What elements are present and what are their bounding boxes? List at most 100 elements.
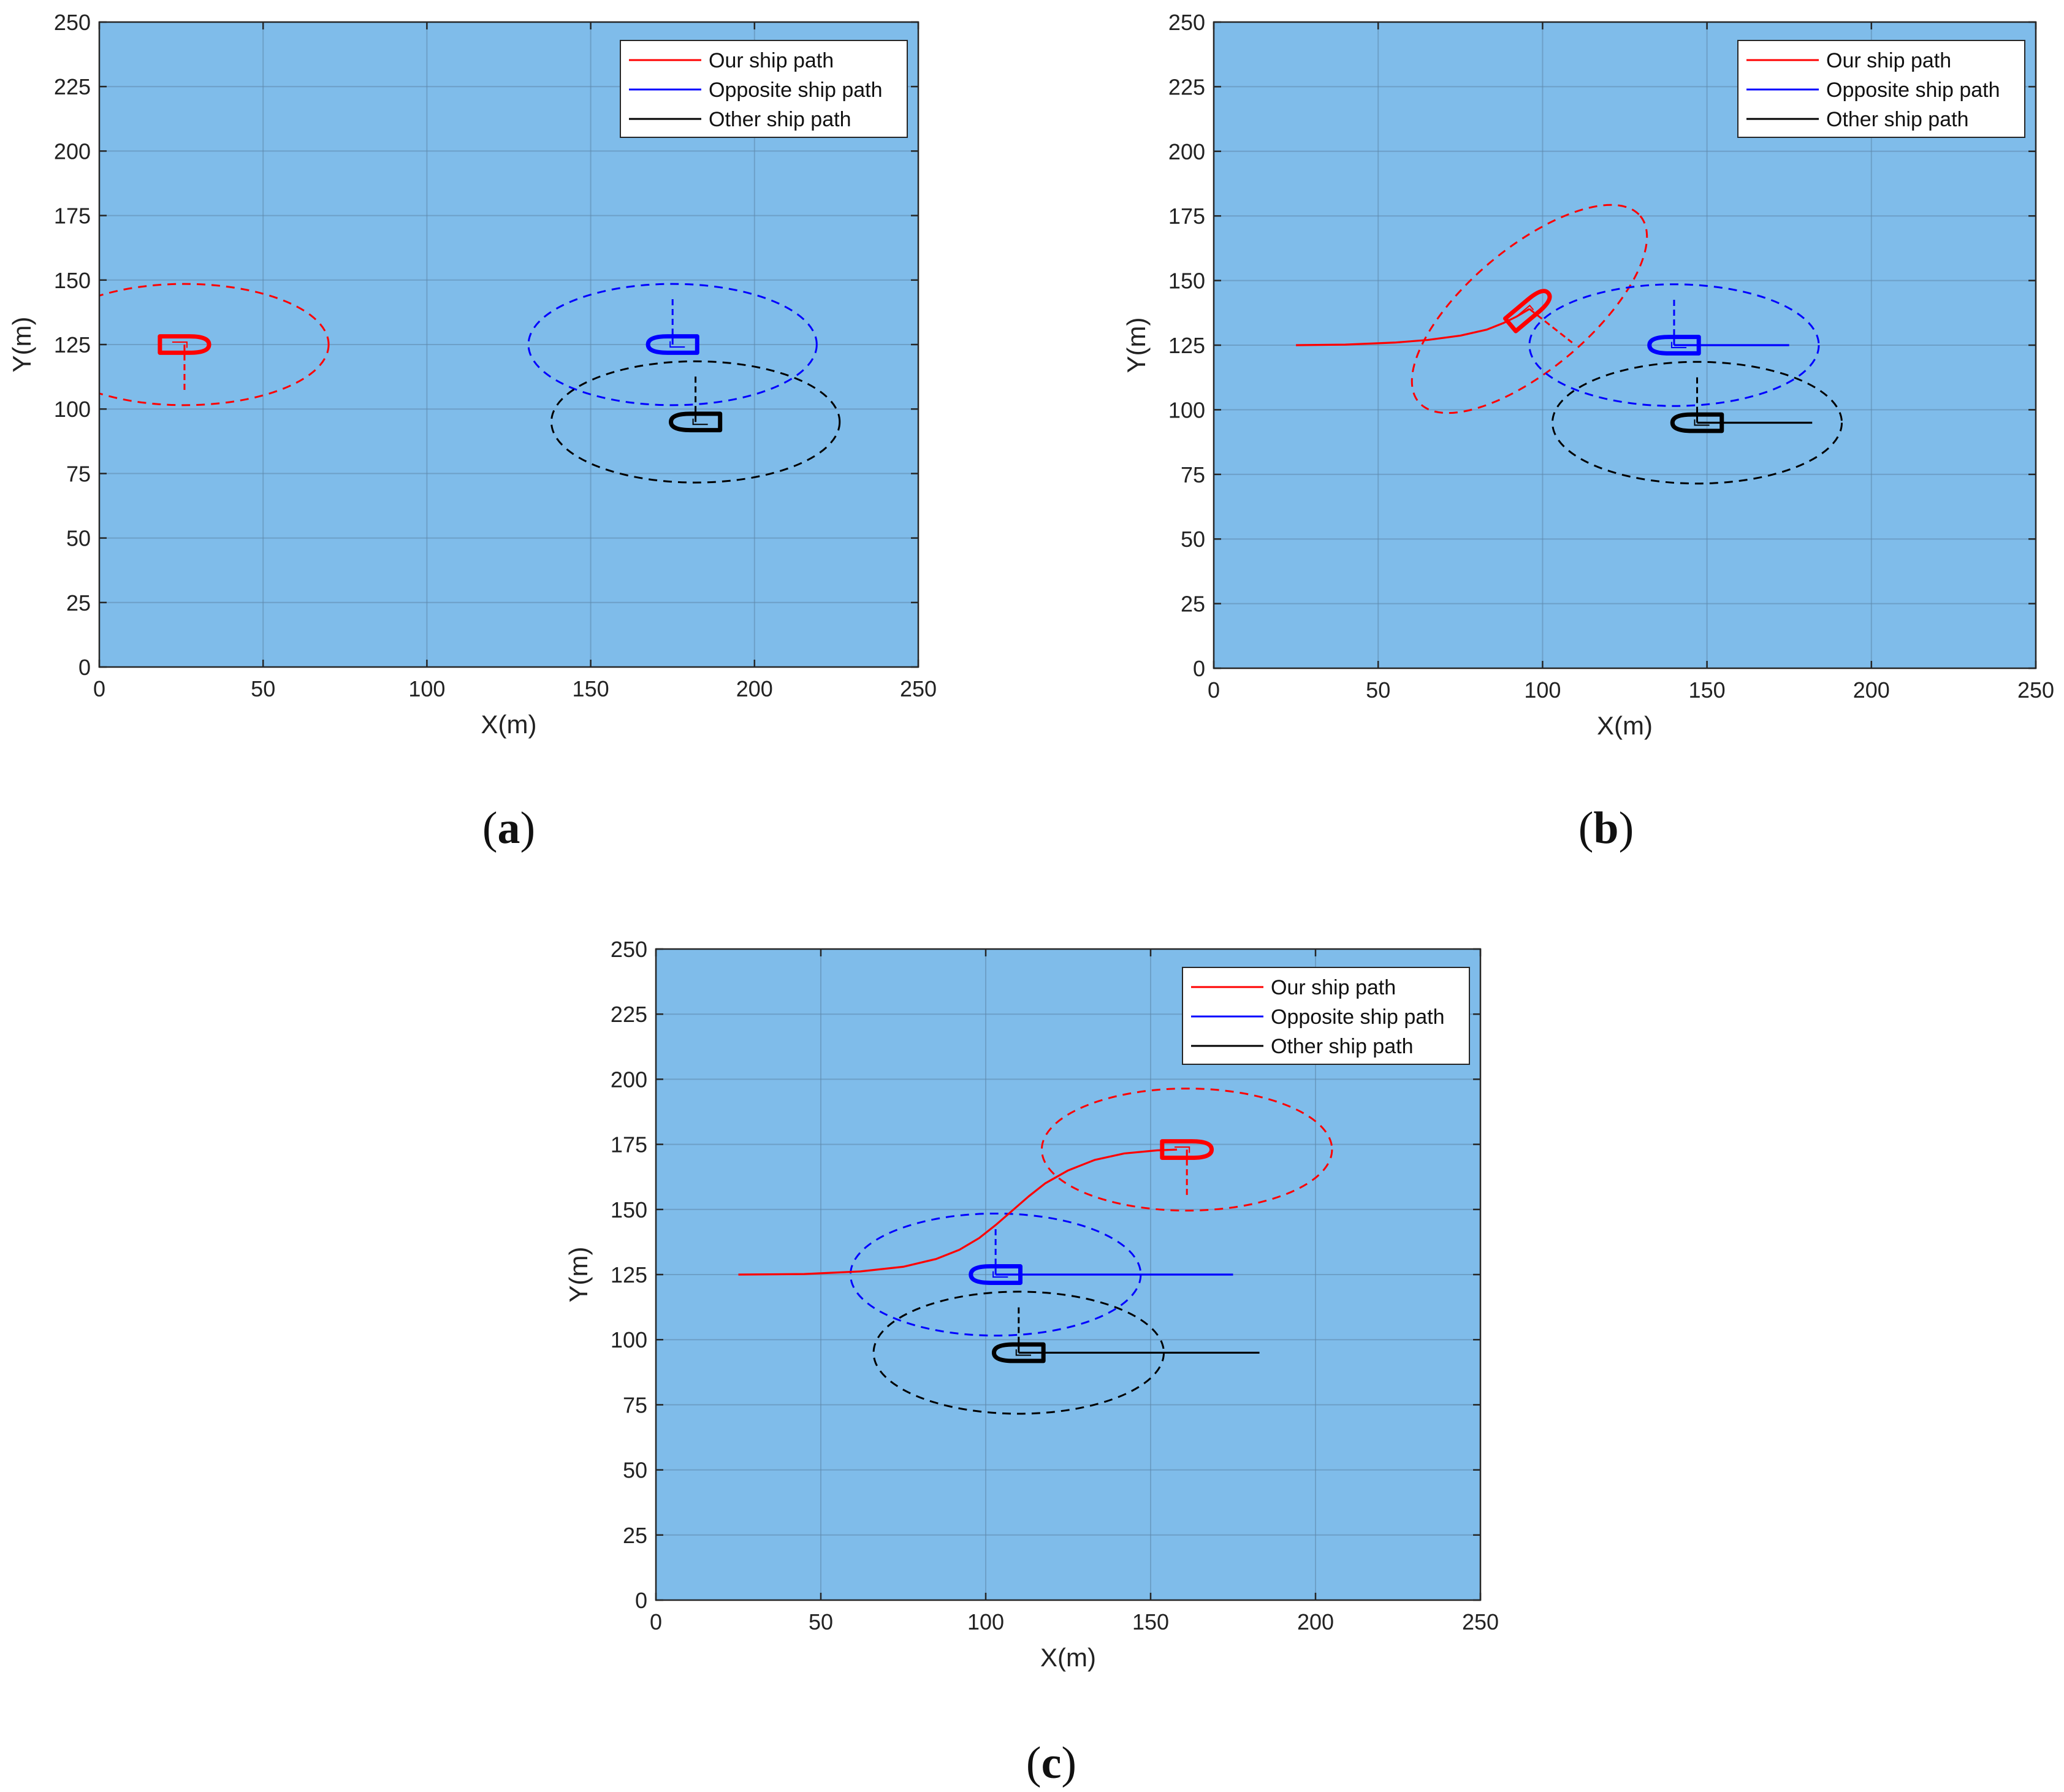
legend: Our ship path Opposite ship path Other shi… — [620, 40, 908, 138]
y-tick-label: 200 — [611, 1067, 647, 1092]
ship-deck — [1175, 1146, 1190, 1153]
y-axis-label: Y(m) — [1122, 318, 1151, 373]
y-tick-label: 100 — [611, 1327, 647, 1352]
y-tick-label: 0 — [1193, 656, 1205, 681]
ship-deck — [669, 341, 685, 348]
y-tick-label: 100 — [54, 397, 91, 422]
y-axis-label: Y(m) — [7, 317, 36, 373]
ship-deck — [172, 341, 188, 348]
y-tick-label: 125 — [54, 332, 91, 357]
panel-label-close: ) — [520, 803, 536, 853]
x-tick-label: 200 — [736, 676, 773, 701]
y-tick-label: 125 — [1168, 333, 1205, 358]
y-tick-label: 175 — [54, 204, 91, 229]
ship-hull — [991, 1342, 1046, 1363]
chart-panel-a: 0 50 100 150 200 250 0 25 50 75 100 125 150 175 200 225… — [7, 10, 937, 853]
y-tick-label: 25 — [623, 1523, 647, 1548]
y-tick-label: 25 — [1181, 592, 1205, 617]
y-tick-label: 250 — [1168, 10, 1205, 35]
ship-marker-2 — [669, 411, 723, 433]
y-tick-label: 125 — [611, 1262, 647, 1287]
y-tick-label: 150 — [1168, 269, 1205, 294]
y-tick-label: 250 — [611, 937, 647, 962]
ship-hull — [645, 334, 699, 355]
x-axis-label: X(m) — [1040, 1643, 1096, 1672]
ship-hull — [1670, 412, 1724, 433]
y-tick-label: 0 — [635, 1588, 647, 1613]
x-tick-label: 250 — [900, 676, 937, 701]
panel-label-close: ) — [1061, 1738, 1076, 1788]
y-tick-label: 200 — [54, 139, 91, 164]
x-tick-label: 150 — [1689, 677, 1726, 703]
ship-marker-1 — [969, 1264, 1022, 1285]
legend-entry-0: Our ship path — [1271, 976, 1396, 999]
legend: Our ship path Opposite ship path Other shi… — [1182, 967, 1470, 1065]
panel-label-open: ( — [1578, 803, 1594, 853]
x-tick-label: 100 — [1524, 677, 1561, 703]
ship-marker-2 — [1670, 412, 1724, 433]
y-tick-label: 225 — [1168, 74, 1205, 99]
ship-marker-2 — [991, 1342, 1046, 1363]
y-tick-label: 50 — [66, 526, 91, 551]
legend-entry-1: Opposite ship path — [709, 78, 883, 102]
plot-content — [1296, 204, 1843, 485]
y-tick-label: 75 — [623, 1392, 647, 1417]
panel-label-open: ( — [482, 803, 498, 853]
ship-marker-0 — [158, 334, 211, 355]
y-tick-label: 225 — [611, 1002, 647, 1027]
x-tick-label: 150 — [573, 676, 609, 701]
chart-panel-b: 0 50 100 150 200 250 0 25 50 75 100 125 150 175 200 225… — [1122, 10, 2054, 853]
x-tick-label: 100 — [408, 676, 445, 701]
panel-label-letter: b — [1593, 803, 1618, 853]
legend: Our ship path Opposite ship path Other shi… — [1737, 40, 2025, 138]
x-tick-label: 250 — [1462, 1609, 1499, 1634]
legend-entry-1: Opposite ship path — [1271, 1005, 1445, 1029]
panel-label-letter: c — [1042, 1738, 1062, 1788]
y-tick-label: 50 — [623, 1458, 647, 1483]
panel-label: (a) — [482, 803, 535, 853]
x-tick-label: 50 — [1366, 677, 1390, 703]
x-axis-label: X(m) — [1597, 711, 1653, 740]
ship-domain-ellipse-2 — [1551, 360, 1843, 485]
ship-domain-ellipse-1 — [527, 283, 818, 406]
ship-deck — [992, 1271, 1008, 1278]
ship-hull — [1160, 1139, 1214, 1161]
panel-label: (b) — [1578, 803, 1634, 853]
x-tick-label: 50 — [809, 1609, 833, 1634]
x-tick-label: 250 — [2017, 677, 2054, 703]
ship-deck — [1518, 304, 1534, 316]
legend-entry-0: Our ship path — [1826, 49, 1951, 72]
x-tick-label: 0 — [1208, 677, 1220, 703]
x-tick-label: 100 — [967, 1609, 1004, 1634]
y-tick-label: 175 — [611, 1132, 647, 1157]
x-tick-label: 150 — [1132, 1609, 1169, 1634]
chart-panel-c: 0 50 100 150 200 250 0 25 50 75 100 125 150 175 200 225… — [564, 937, 1499, 1788]
x-tick-label: 50 — [251, 676, 275, 701]
ship-hull — [1647, 335, 1701, 356]
x-tick-label: 200 — [1853, 677, 1890, 703]
y-tick-label: 0 — [78, 655, 91, 680]
legend-entry-1: Opposite ship path — [1826, 78, 2000, 102]
ship-deck — [692, 418, 708, 425]
ship-hull — [969, 1264, 1022, 1285]
y-tick-label: 200 — [1168, 139, 1205, 164]
plot-content — [738, 1088, 1333, 1415]
ship-deck — [1694, 419, 1710, 426]
y-tick-label: 175 — [1168, 204, 1205, 229]
panel-label-letter: a — [498, 803, 520, 853]
x-tick-label: 0 — [93, 676, 105, 701]
x-tick-label: 200 — [1297, 1609, 1334, 1634]
ship-deck — [1670, 341, 1687, 349]
legend-entry-2: Other ship path — [1826, 108, 1968, 131]
ship-deck — [1015, 1349, 1031, 1356]
ship-domain-ellipse-2 — [550, 360, 841, 484]
y-tick-label: 75 — [66, 461, 91, 486]
ship-domain-ellipse-0 — [1040, 1088, 1333, 1212]
y-axis-label: Y(m) — [564, 1247, 593, 1303]
ship-marker-0 — [1503, 289, 1552, 334]
legend-entry-2: Other ship path — [709, 108, 851, 131]
ship-hull — [1503, 289, 1552, 334]
ship-marker-1 — [1647, 335, 1701, 356]
x-axis-label: X(m) — [481, 710, 537, 739]
